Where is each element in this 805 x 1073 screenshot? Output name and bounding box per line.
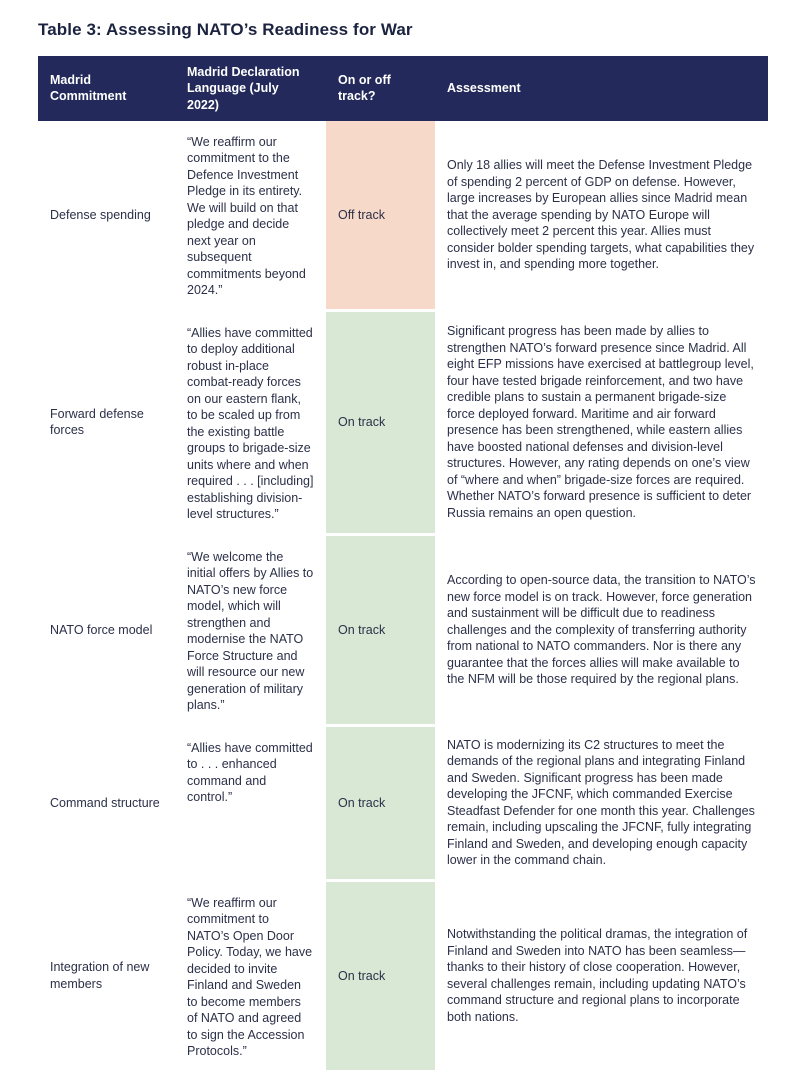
language-cell: “We reaffirm our commitment to NATO’s Op… [175,880,326,1073]
assessment-cell: Significant progress has been made by al… [435,310,768,536]
table-row-forward-defense-forces: Forward defense forces “Allies have comm… [38,310,768,536]
commitment-cell: Defense spending [38,120,175,312]
header-row: Madrid Commitment Madrid Declaration Lan… [38,56,768,121]
track-status-badge: On track [326,880,435,1073]
commitment-cell: Command structure [38,725,175,882]
language-cell: “Allies have committed to deploy additio… [175,310,326,536]
track-status-badge: On track [326,310,435,536]
language-cell: “We reaffirm our commitment to the Defen… [175,120,326,312]
track-status-badge: Off track [326,120,435,312]
col-header-declaration-language: Madrid Declaration Language (July 2022) [175,56,326,121]
table-title: Table 3: Assessing NATO’s Readiness for … [38,20,413,39]
language-cell: “We welcome the initial offers by Allies… [175,534,326,727]
readiness-table: Madrid Commitment Madrid Declaration Lan… [38,56,768,1073]
commitment-cell: Forward defense forces [38,310,175,536]
assessment-cell: NATO is modernizing its C2 structures to… [435,725,768,882]
commitment-cell: NATO force model [38,534,175,727]
table-row-integration-of-new-members: Integration of new members “We reaffirm … [38,880,768,1073]
language-cell: “Allies have committed to . . . enhanced… [175,725,326,882]
col-header-madrid-commitment: Madrid Commitment [38,56,175,121]
col-header-assessment: Assessment [435,56,768,121]
track-status-badge: On track [326,534,435,727]
table-row-command-structure: Command structure “Allies have committed… [38,725,768,882]
commitment-cell: Integration of new members [38,880,175,1073]
assessment-cell: Notwithstanding the political dramas, th… [435,880,768,1073]
assessment-cell: Only 18 allies will meet the Defense Inv… [435,120,768,312]
table-row-nato-force-model: NATO force model “We welcome the initial… [38,534,768,727]
table-row-defense-spending: Defense spending “We reaffirm our commit… [38,120,768,312]
track-status-badge: On track [326,725,435,882]
assessment-cell: According to open-source data, the trans… [435,534,768,727]
col-header-track: On or off track? [326,56,435,121]
